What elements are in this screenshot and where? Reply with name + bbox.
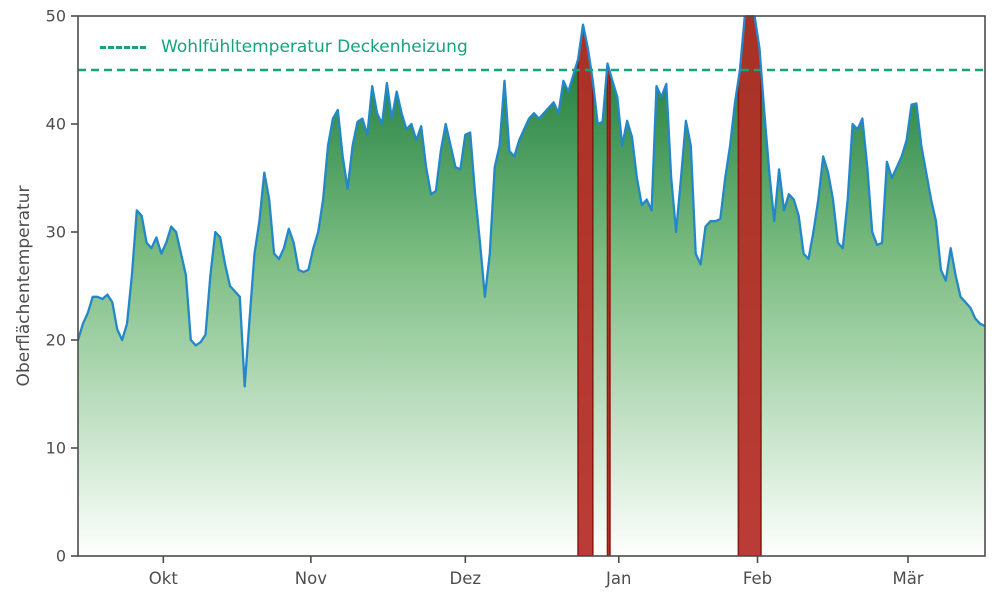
temperature-line [78,16,985,388]
exceedance-band [577,15,594,557]
temperature-area [78,16,985,556]
exceedance-band [737,15,762,557]
x-tick-label: Jan [605,569,631,588]
x-tick-label: Okt [149,569,179,588]
y-tick-label: 40 [46,115,66,134]
y-tick-label: 30 [46,223,66,242]
dashed-line-icon [100,45,146,49]
x-tick-label: Mär [892,569,923,588]
x-tick-label: Feb [743,569,772,588]
x-tick-label: Nov [295,569,327,588]
x-tick-label: Dez [450,569,482,588]
legend-label: Wohlfühltemperatur Deckenheizung [161,37,468,57]
plot-border [77,15,986,557]
exceedance-band [606,15,611,557]
y-tick-label: 10 [46,439,66,458]
y-tick-label: 0 [56,547,66,566]
legend: Wohlfühltemperatur Deckenheizung [100,37,468,57]
y-tick-label: 50 [46,7,66,26]
y-axis-label: Oberflächentemperatur [14,185,34,387]
y-tick-label: 20 [46,331,66,350]
